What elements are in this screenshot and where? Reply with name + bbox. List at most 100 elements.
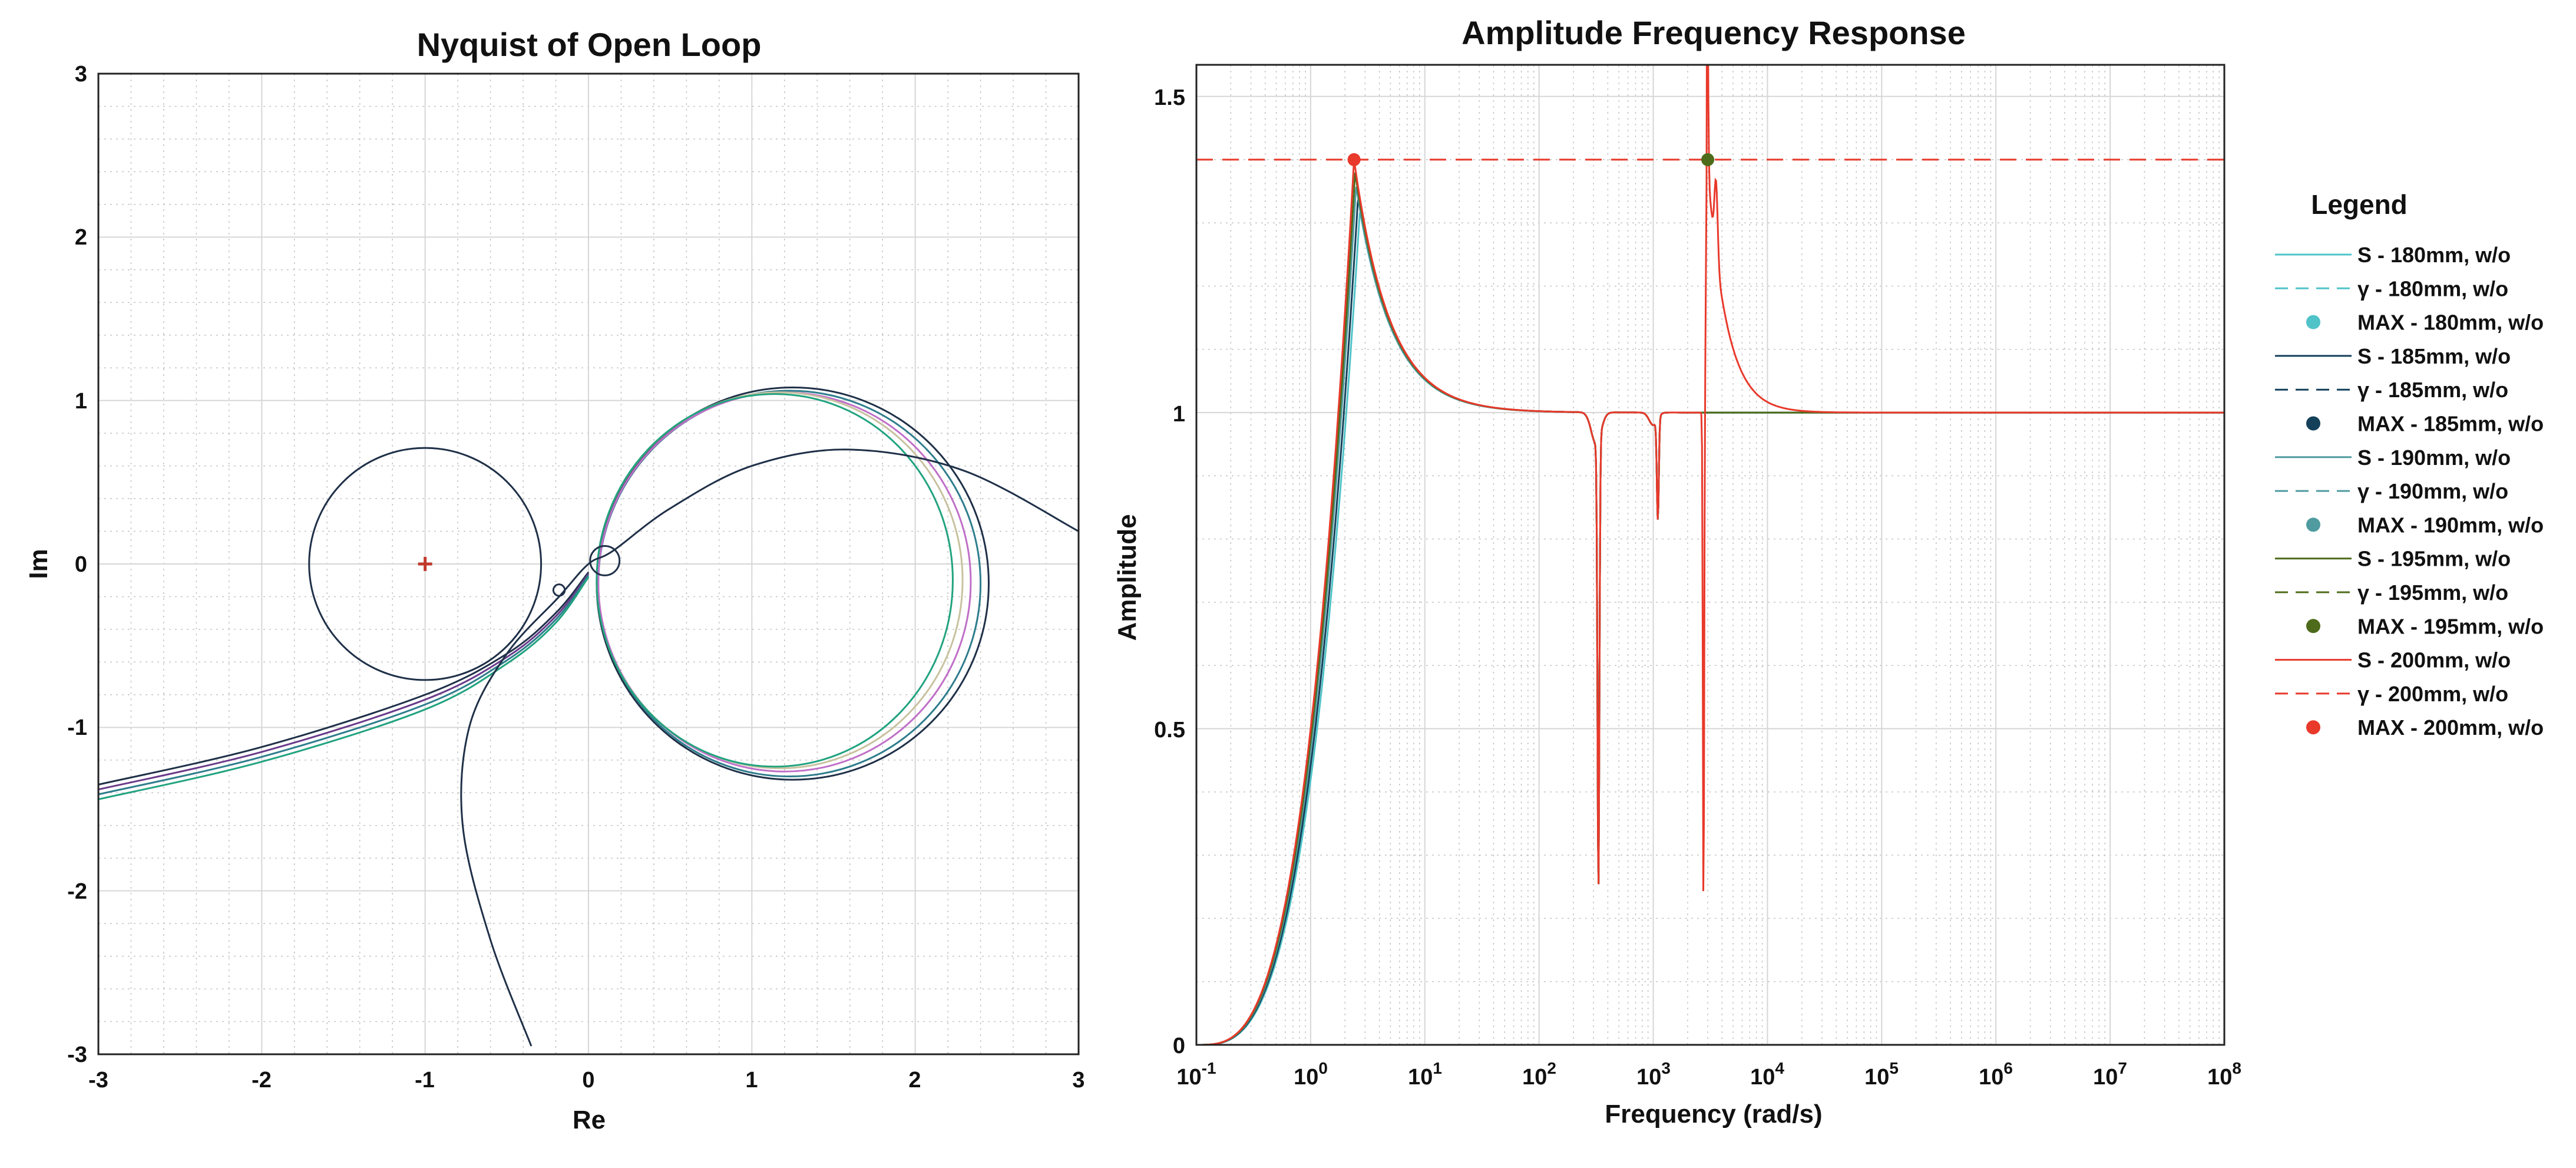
legend-entry: S - 190mm, w/o [2275, 446, 2511, 470]
afr-xtick: 103 [1636, 1059, 1671, 1090]
afr-xtick: 104 [1750, 1059, 1784, 1090]
nyquist-tail-curve [98, 571, 590, 786]
legend-label: MAX - 195mm, w/o [2357, 614, 2544, 638]
legend-entry: MAX - 180mm, w/o [2306, 311, 2544, 335]
afr-xtick: 10-1 [1176, 1059, 1216, 1090]
afr-series-line [1196, 65, 2224, 1045]
nyquist-tail-curve [98, 573, 590, 791]
legend-label: γ - 185mm, w/o [2357, 378, 2508, 402]
legend-entry: MAX - 200mm, w/o [2306, 715, 2544, 740]
afr-chart: Amplitude Frequency Response 10-1 100 10… [1113, 14, 2241, 1129]
legend-items: S - 180mm, w/o γ - 180mm, w/o MAX - 180mm,… [2275, 243, 2544, 740]
legend-label: MAX - 180mm, w/o [2357, 311, 2544, 335]
nyquist-y-label: Im [24, 549, 53, 579]
nyquist-ytick: 3 [75, 62, 87, 87]
legend-label: S - 180mm, w/o [2357, 243, 2511, 267]
nyquist-reference-circle [308, 447, 543, 681]
legend-entry: MAX - 190mm, w/o [2306, 513, 2544, 537]
legend-label: S - 190mm, w/o [2357, 446, 2511, 470]
afr-x-ticks: 10-1 100 101 102 103 104 105 106 107 108 [1176, 1059, 2241, 1090]
nyquist-xtick: -1 [415, 1068, 435, 1093]
nyquist-ytick: -2 [67, 879, 87, 904]
legend-dot-swatch [2306, 619, 2320, 634]
afr-y-ticks: 0 0.5 1 1.5 [1154, 85, 1185, 1058]
afr-xtick: 100 [1294, 1059, 1328, 1090]
legend-entry: S - 195mm, w/o [2275, 547, 2511, 571]
afr-ytick: 1.5 [1154, 85, 1185, 110]
afr-max-point [1347, 153, 1361, 166]
nyquist-curves [98, 386, 1079, 1047]
afr-curve-group [1196, 65, 2224, 1045]
nyquist-tail-curve [98, 576, 590, 800]
legend-entry: γ - 180mm, w/o [2275, 276, 2508, 301]
nyquist-curve-group [98, 386, 1079, 1047]
nyquist-series-loop [596, 393, 954, 768]
legend-entry: S - 180mm, w/o [2275, 243, 2511, 267]
nyquist-small-loop [552, 583, 566, 597]
legend-dot-swatch [2306, 720, 2320, 735]
afr-title: Amplitude Frequency Response [1461, 14, 1966, 51]
afr-xtick: 108 [2207, 1059, 2241, 1090]
afr-axes-box [1195, 64, 2226, 1046]
nyquist-title: Nyquist of Open Loop [417, 26, 762, 63]
legend-entry: γ - 190mm, w/o [2275, 479, 2508, 503]
legend-entry: γ - 200mm, w/o [2275, 682, 2508, 706]
nyquist-ytick: 0 [75, 552, 87, 577]
nyquist-tail-curve [98, 575, 590, 796]
nyquist-xtick: 3 [1072, 1068, 1084, 1093]
afr-y-label: Amplitude [1113, 514, 1142, 641]
legend-label: MAX - 200mm, w/o [2357, 715, 2544, 740]
nyquist-secondary-curve [460, 448, 1079, 1047]
legend-entry: MAX - 195mm, w/o [2306, 614, 2544, 638]
legend-label: MAX - 185mm, w/o [2357, 412, 2544, 436]
nyquist-xtick: -2 [252, 1068, 272, 1093]
legend-label: MAX - 190mm, w/o [2357, 513, 2544, 537]
legend-entry: γ - 185mm, w/o [2275, 378, 2508, 402]
legend-label: S - 200mm, w/o [2357, 648, 2511, 672]
nyquist-xtick: 2 [908, 1068, 921, 1093]
afr-x-label: Frequency (rad/s) [1605, 1100, 1822, 1129]
legend-label: γ - 180mm, w/o [2357, 276, 2508, 301]
afr-ytick: 0 [1173, 1034, 1185, 1058]
afr-plot-area [1196, 65, 2224, 1045]
afr-max-point [1701, 153, 1715, 166]
legend-label: S - 185mm, w/o [2357, 344, 2511, 368]
nyquist-xtick: -3 [88, 1068, 108, 1093]
nyquist-x-label: Re [573, 1106, 606, 1134]
nyquist-small-loop [589, 545, 621, 576]
nyquist-xtick: 0 [582, 1068, 594, 1093]
afr-xtick: 106 [1979, 1059, 2013, 1090]
nyquist-ytick: 1 [75, 389, 87, 414]
nyquist-y-ticks: -3 -2 -1 0 1 2 3 [67, 62, 87, 1067]
nyquist-xtick: 1 [745, 1068, 758, 1093]
afr-minor-grid [1196, 65, 2224, 1045]
legend-label: γ - 200mm, w/o [2357, 682, 2508, 706]
legend-dot-swatch [2306, 416, 2320, 431]
legend-entry: S - 200mm, w/o [2275, 648, 2511, 672]
nyquist-chart: Nyquist of Open Loop -3 -2 -1 0 1 2 3 -3… [24, 26, 1085, 1134]
nyquist-ytick: 2 [75, 225, 87, 250]
legend-entry: S - 185mm, w/o [2275, 344, 2511, 368]
afr-xtick: 105 [1864, 1059, 1899, 1090]
afr-curves [1196, 65, 2224, 1045]
legend: Legend S - 180mm, w/o γ - 180mm, w/o MAX -… [2275, 189, 2544, 740]
legend-title: Legend [2311, 189, 2408, 220]
legend-entry: γ - 195mm, w/o [2275, 580, 2508, 605]
afr-xtick: 101 [1408, 1059, 1442, 1090]
afr-xtick: 102 [1522, 1059, 1556, 1090]
afr-xtick: 107 [2093, 1059, 2127, 1090]
legend-entry: MAX - 185mm, w/o [2306, 412, 2544, 436]
legend-dot-swatch [2306, 315, 2320, 329]
nyquist-axes-box [97, 72, 1080, 1055]
legend-label: γ - 190mm, w/o [2357, 479, 2508, 503]
afr-ytick: 1 [1173, 402, 1185, 427]
nyquist-x-ticks: -3 -2 -1 0 1 2 3 [88, 1068, 1084, 1093]
legend-label: γ - 195mm, w/o [2357, 580, 2508, 605]
nyquist-ytick: -1 [67, 715, 87, 740]
afr-ytick: 0.5 [1154, 718, 1185, 743]
legend-label: S - 195mm, w/o [2357, 547, 2511, 571]
nyquist-ytick: -3 [67, 1042, 87, 1067]
legend-dot-swatch [2306, 517, 2320, 532]
